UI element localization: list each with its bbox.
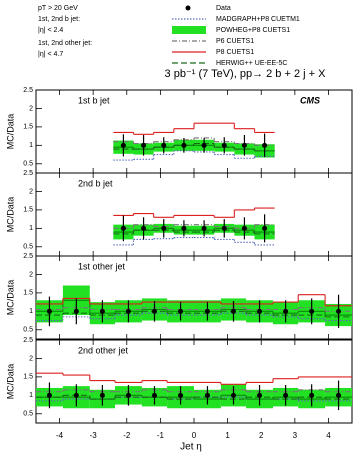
annotation: 1st, 2nd other jet: <box>38 40 92 47</box>
data-point <box>46 308 52 314</box>
y-tick-label: 2.5 <box>23 87 33 94</box>
data-point <box>178 308 184 314</box>
data-point <box>120 142 126 148</box>
data-point <box>201 142 207 148</box>
y-tick-label: 2.5 <box>23 170 33 177</box>
data-point <box>120 225 126 231</box>
data-point <box>257 392 263 398</box>
data-point <box>181 142 187 148</box>
panel-label: 2nd other jet <box>78 345 129 355</box>
y-tick-label: 2 <box>29 105 33 112</box>
y-axis-label: MC/Data <box>5 197 15 233</box>
data-point <box>309 392 315 398</box>
legend-label: Data <box>216 5 231 12</box>
data-point <box>336 308 342 314</box>
data-point <box>161 225 167 231</box>
legend-marker <box>172 26 206 34</box>
annotation: pT > 20 GeV <box>38 5 78 12</box>
data-point <box>141 142 147 148</box>
x-tick-label: -2 <box>123 431 131 440</box>
data-point <box>73 308 79 314</box>
data-point <box>178 392 184 398</box>
data-point <box>221 142 227 148</box>
x-tick-label: -4 <box>56 431 64 440</box>
data-point <box>204 308 210 314</box>
data-point <box>204 392 210 398</box>
y-tick-label: 1 <box>29 142 33 149</box>
data-point <box>125 308 131 314</box>
data-point <box>262 142 268 148</box>
legend-label: P6 CUETS1 <box>216 38 254 45</box>
y-tick-label: 0.5 <box>23 411 33 418</box>
x-tick-label: 1 <box>225 431 230 440</box>
data-point <box>152 308 157 314</box>
x-tick-label: 0 <box>192 431 197 440</box>
y-axis-label: MC/Data <box>5 114 15 150</box>
y-tick-label: 0.5 <box>23 161 33 168</box>
data-point <box>181 225 187 231</box>
y-tick-label: 1.5 <box>23 207 33 214</box>
legend-label: HERWIG++ UE-EE-5C <box>216 60 287 67</box>
data-point <box>201 225 207 231</box>
annotation: |η| < 2.4 <box>38 27 63 34</box>
legend-label: POWHEG+P8 CUETS1 <box>216 27 290 34</box>
data-point <box>262 225 268 231</box>
data-point <box>257 308 263 314</box>
annotation: |η| < 4.7 <box>38 51 63 58</box>
panel-label: 1st b jet <box>78 95 110 105</box>
y-tick-label: 2 <box>29 188 33 195</box>
y-tick-label: 2.5 <box>23 337 33 344</box>
y-axis-label: MC/Data <box>5 364 15 400</box>
panel-label: 1st other jet <box>78 261 126 271</box>
y-tick-label: 0.5 <box>23 244 33 251</box>
y-tick-label: 1 <box>29 225 33 232</box>
data-point <box>152 392 157 398</box>
x-tick-label: -3 <box>90 431 98 440</box>
x-tick-label: 3 <box>293 431 298 440</box>
x-tick-label: -1 <box>157 431 165 440</box>
x-tick-label: 4 <box>326 431 331 440</box>
y-tick-label: 1 <box>29 308 33 315</box>
data-point <box>231 392 236 398</box>
data-point <box>221 225 227 231</box>
y-tick-label: 1 <box>29 392 33 399</box>
data-point <box>99 392 105 398</box>
y-tick-label: 2 <box>29 355 33 362</box>
data-point <box>161 142 167 148</box>
annotation: 1st, 2nd b jet: <box>38 16 80 23</box>
y-tick-label: 1.5 <box>23 290 33 297</box>
data-point <box>73 392 79 398</box>
x-axis-label: Jet η <box>180 442 202 453</box>
data-point <box>125 392 131 398</box>
cms-label: CMS <box>300 95 320 105</box>
data-point <box>283 308 289 314</box>
data-point <box>141 225 147 231</box>
data-point <box>46 392 52 398</box>
data-point <box>241 142 247 148</box>
legend-label: P8 CUETS1 <box>216 49 254 56</box>
data-point <box>283 392 289 398</box>
y-tick-label: 2 <box>29 271 33 278</box>
y-tick-label: 2.5 <box>23 253 33 260</box>
data-point <box>231 308 236 314</box>
legend-label: MADGRAPH+P8 CUETM1 <box>216 16 300 23</box>
legend-marker <box>185 5 191 11</box>
y-tick-label: 0.5 <box>23 327 33 334</box>
data-point <box>99 308 105 314</box>
data-point <box>241 225 247 231</box>
y-tick-label: 1.5 <box>23 124 33 131</box>
x-tick-label: 2 <box>259 431 264 440</box>
y-tick-label: 1.5 <box>23 374 33 381</box>
data-point <box>309 308 315 314</box>
data-point <box>336 392 342 398</box>
chart-title: 3 pb⁻¹ (7 TeV), pp→ 2 b + 2 j + X <box>165 68 327 80</box>
y-axis-label: MC/Data <box>5 280 15 316</box>
panel-label: 2nd b jet <box>78 178 113 188</box>
